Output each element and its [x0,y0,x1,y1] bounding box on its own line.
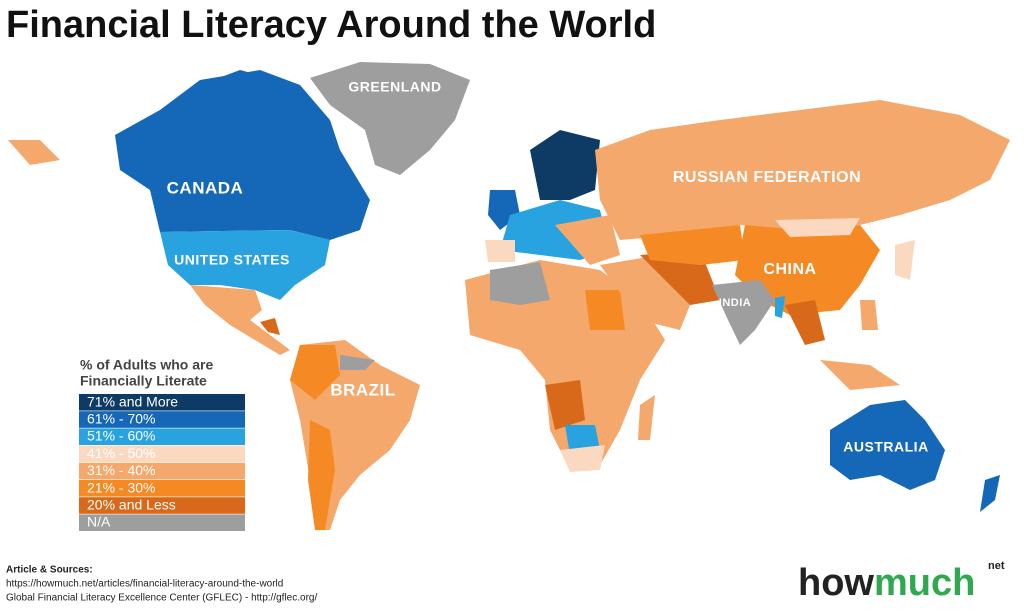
arctic-islands [200,70,290,110]
china [735,225,880,315]
scandinavia [530,130,600,200]
legend-label: 51% - 60% [87,428,155,444]
legend: % of Adults who are Financially Literate… [79,357,245,531]
map-label: UNITED STATES [174,252,290,268]
legend-swatch [79,480,245,497]
legend-label: N/A [87,514,111,530]
legend-label: 31% - 40% [87,462,155,478]
world-map [8,62,1010,530]
legend-label: 21% - 30% [87,479,155,495]
logo-text: howmuch [798,562,975,604]
southeast-asia [785,300,825,345]
legend-label: 41% - 50% [87,445,155,461]
map-label: CANADA [167,178,244,197]
philippines [860,300,878,330]
iberia [485,240,515,262]
legend-swatch [79,514,245,531]
legend-swatch [79,445,245,463]
map-label: AUSTRALIA [843,439,928,455]
canada [115,70,370,240]
legend-swatch [79,411,245,428]
bangladesh [775,296,785,318]
mongolia [775,218,860,237]
new-zealand [980,475,1000,512]
legend-swatch [79,462,245,480]
argentina-chile [308,420,335,530]
japan [895,240,915,280]
map-label: RUSSIAN FEDERATION [673,169,861,186]
legend-swatch [79,428,245,445]
legend-swatch [79,394,245,411]
legend-label: 71% and More [87,393,178,409]
legend-title: Financially Literate [80,373,207,389]
angola [545,380,585,430]
map-label: GREENLAND [348,79,441,95]
logo-how: how [798,562,874,604]
map-label: CHINA [763,261,816,278]
australia [830,400,945,490]
eastern-europe [555,215,620,265]
central-america [260,318,280,335]
north-africa [490,262,550,305]
indonesia [820,360,900,390]
title: Financial Literacy Around the World [6,4,656,46]
russia [595,100,1010,240]
source-line: https://howmuch.net/articles/financial-l… [6,579,283,590]
map-label: INDIA [719,297,751,309]
legend-label: 20% and Less [87,497,176,513]
guianas [340,355,375,370]
logo-much: much [874,562,975,604]
india [712,280,775,345]
madagascar [638,395,655,440]
logo: howmuch net [798,560,1005,604]
legend-title: % of Adults who are [80,357,213,373]
united-states [160,230,330,300]
greenland [310,62,470,175]
andes-north [290,345,340,400]
alaska [8,140,60,165]
sudan [585,290,625,330]
mexico [190,285,290,355]
source-line: Global Financial Literacy Excellence Cen… [6,593,317,604]
central-asia [640,225,745,265]
legend-label: 61% - 70% [87,411,155,427]
sources: Article & Sources: https://howmuch.net/a… [6,565,317,604]
logo-suffix: net [988,560,1005,572]
south-africa [560,445,605,472]
sources-heading: Article & Sources: [6,565,93,576]
map-label: BRAZIL [330,380,395,399]
legend-swatch [79,497,245,514]
map-labels: GREENLAND CANADA UNITED STATES BRAZIL RU… [167,79,929,455]
